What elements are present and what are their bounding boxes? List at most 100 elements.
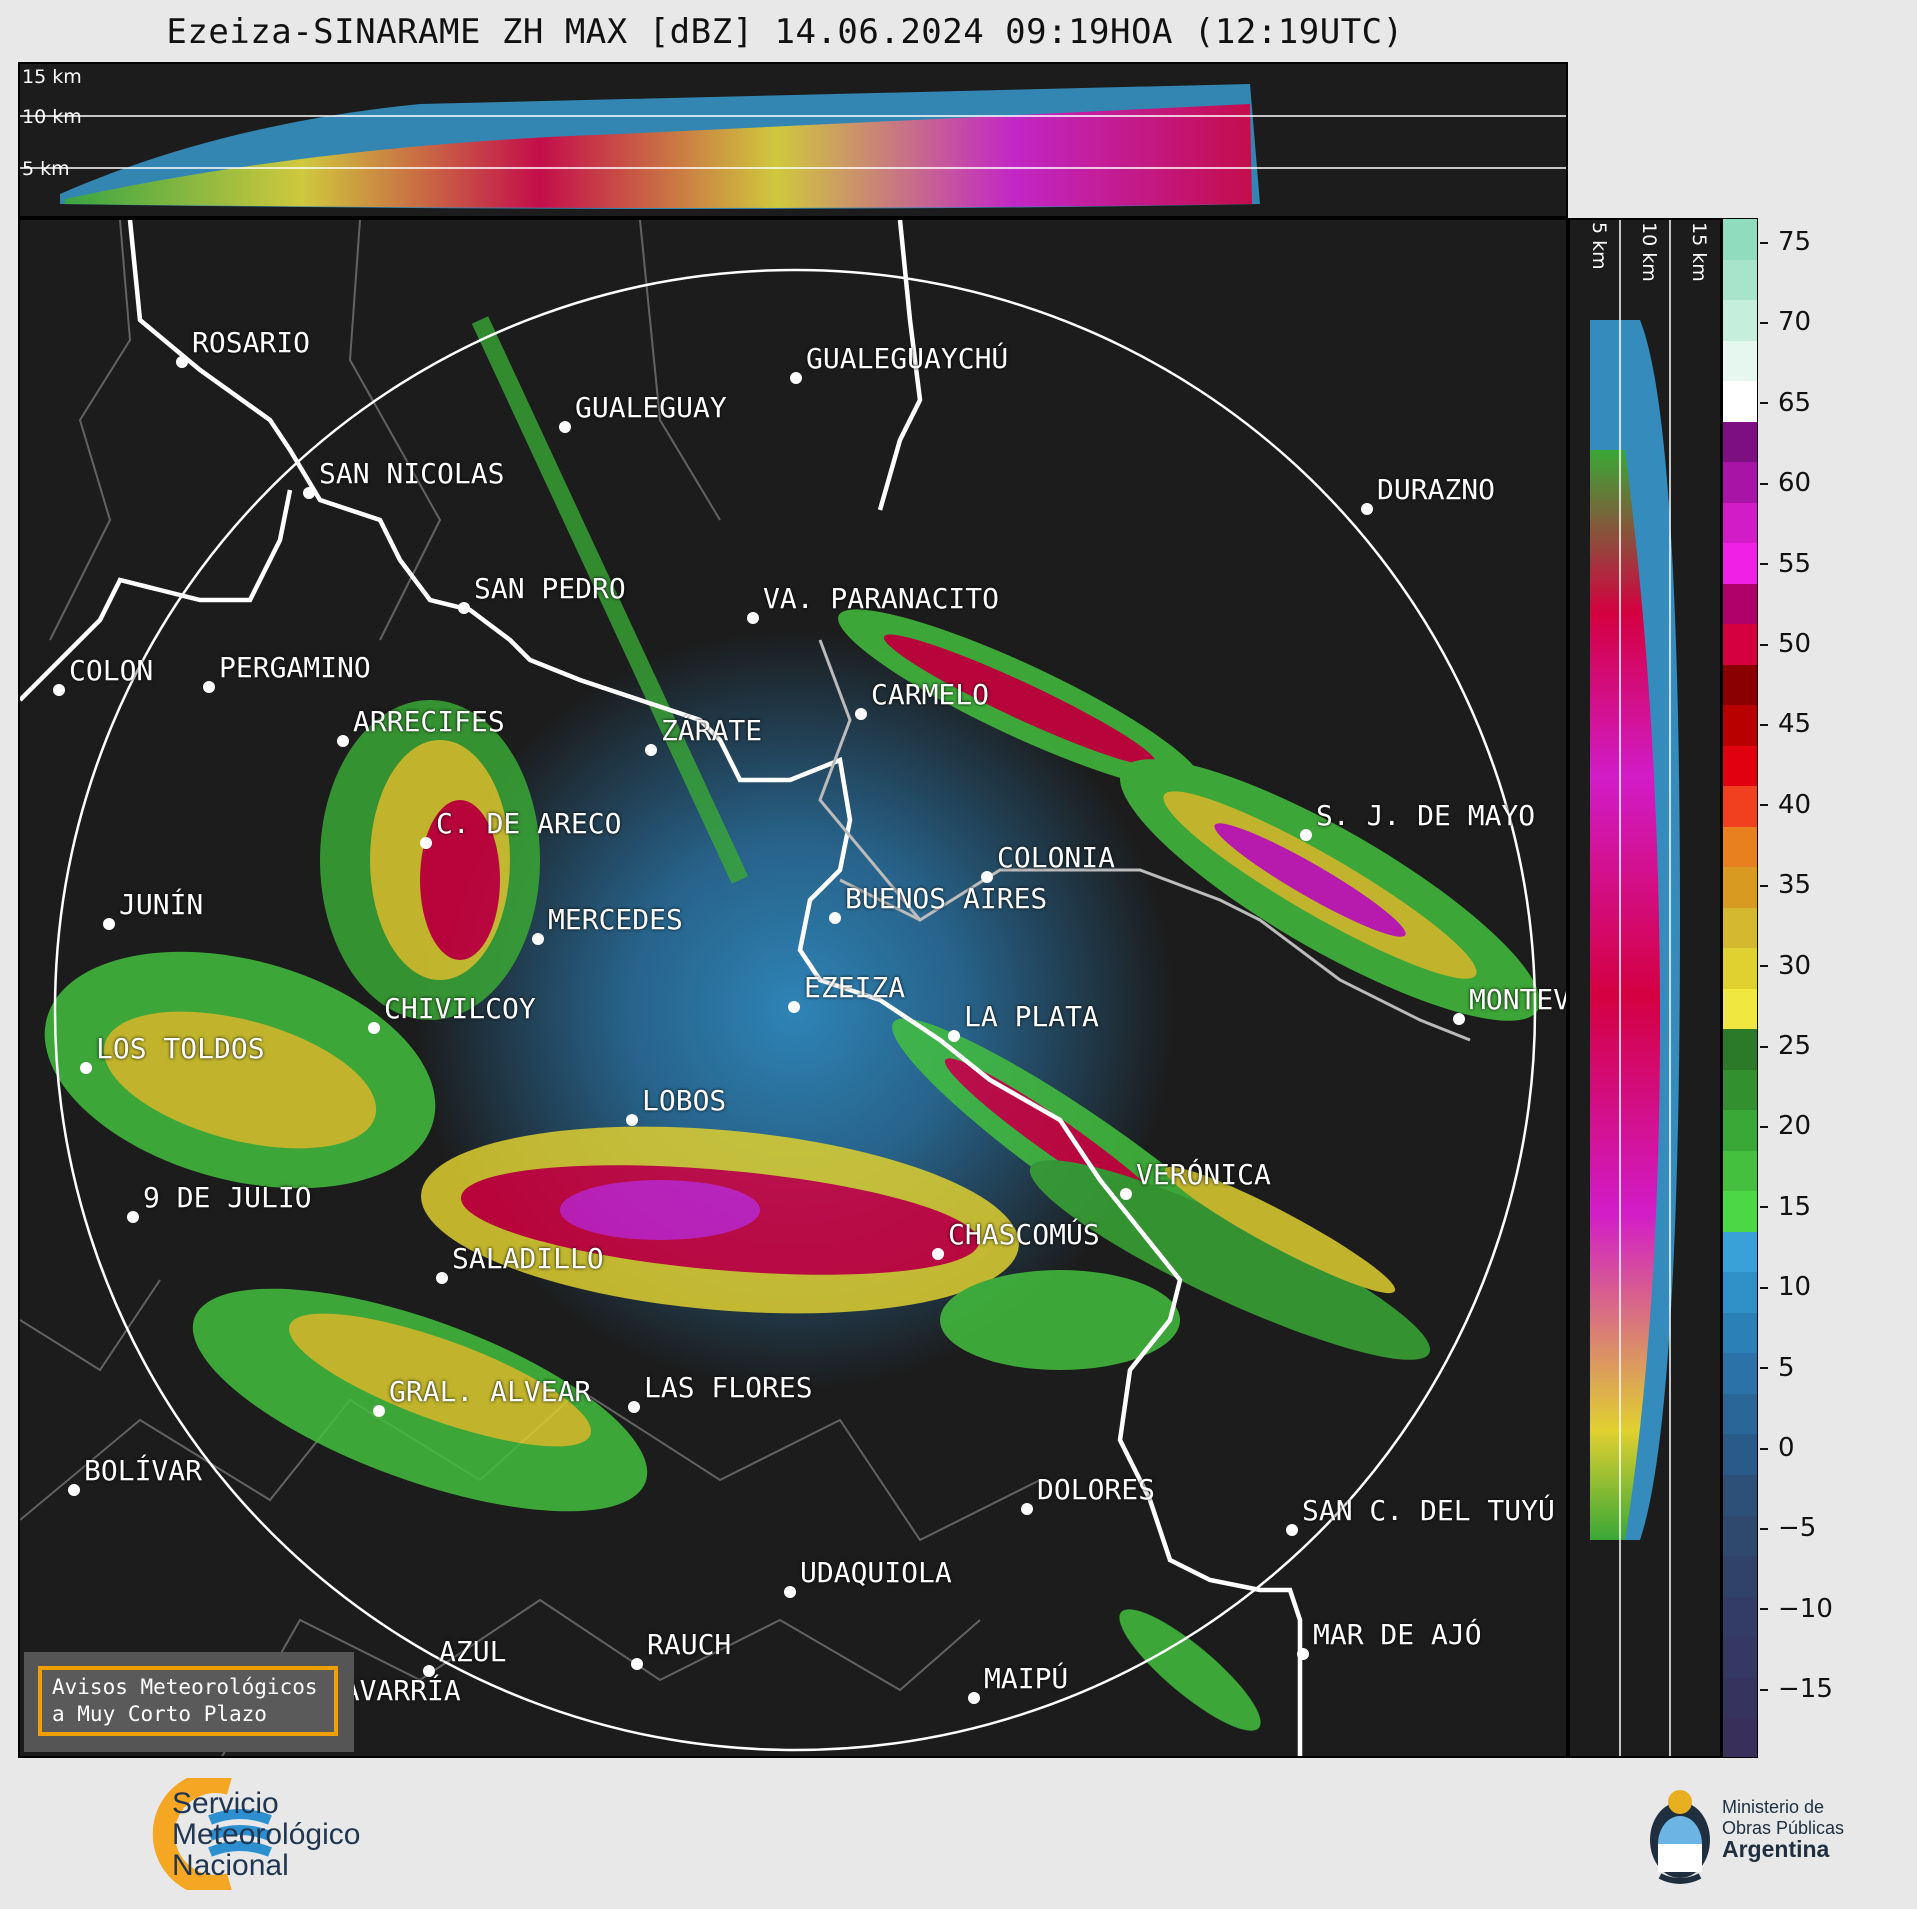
city-dot	[203, 681, 215, 693]
colorbar-segment	[1723, 381, 1757, 422]
radar-reflectivity	[20, 220, 1540, 1756]
colorbar-tick-label: 20	[1760, 1111, 1811, 1141]
mop-line3: Argentina	[1722, 1836, 1844, 1862]
colorbar-tick-label: 35	[1760, 870, 1811, 900]
colorbar-tick-label: 30	[1760, 951, 1811, 981]
colorbar-segment	[1723, 826, 1757, 868]
city-dot	[559, 421, 571, 433]
city-label: GUALEGUAYCHÚ	[806, 342, 1009, 375]
avisos-line1: Avisos Meteorológicos	[52, 1675, 318, 1699]
colorbar-segment	[1723, 543, 1757, 584]
colorbar-segment	[1723, 1353, 1757, 1394]
city-label: MAIPÚ	[984, 1662, 1069, 1695]
colorbar-segment	[1723, 1718, 1757, 1757]
colorbar-segment	[1723, 462, 1757, 503]
colorbar-segment	[1723, 583, 1757, 625]
city-label: CARMELO	[871, 678, 990, 711]
colorbar-segment	[1723, 219, 1757, 260]
city-dot	[788, 1001, 800, 1013]
city-dot	[423, 1665, 435, 1677]
city-label: C. DE ARECO	[436, 807, 622, 840]
smn-wordmark: Servicio Meteorológico Nacional	[172, 1788, 360, 1881]
city-dot	[968, 1692, 980, 1704]
chart-title: Ezeiza-SINARAME ZH MAX [dBZ] 14.06.2024 …	[166, 12, 1404, 52]
smn-line2: Meteorológico	[172, 1818, 361, 1851]
city-label: EZEIZA	[804, 971, 906, 1004]
colorbar-tick-label: 65	[1760, 388, 1811, 418]
colorbar-tick-label: 40	[1760, 790, 1811, 820]
city-dot	[373, 1405, 385, 1417]
colorbar-tick-label: 15	[1760, 1192, 1811, 1222]
colorbar	[1722, 218, 1758, 1758]
city-label: S. J. DE MAYO	[1316, 799, 1536, 832]
city-label: LAS FLORES	[644, 1371, 813, 1404]
colorbar-segment	[1723, 988, 1757, 1030]
city-dot	[420, 837, 432, 849]
colorbar-tick-label: 25	[1760, 1031, 1811, 1061]
colorbar-tick-label: −5	[1760, 1513, 1816, 1543]
smn-line1: Servicio	[172, 1787, 279, 1820]
colorbar-tick-label: 0	[1760, 1433, 1795, 1463]
colorbar-segment	[1723, 502, 1757, 544]
alt-label-5: 5 km	[22, 158, 70, 180]
colorbar-segment	[1723, 705, 1757, 746]
city-dot	[631, 1658, 643, 1670]
city-dot	[532, 933, 544, 945]
colorbar-tick-label: 55	[1760, 549, 1811, 579]
colorbar-segment	[1723, 259, 1757, 301]
city-dot	[68, 1484, 80, 1496]
colorbar-segment	[1723, 745, 1757, 787]
colorbar-segment	[1723, 1434, 1757, 1475]
smn-line3: Nacional	[172, 1849, 289, 1882]
colorbar-tick-label: 75	[1760, 227, 1811, 257]
city-label: CHIVILCOY	[384, 992, 536, 1025]
avisos-badge: Avisos Meteorológicos a Muy Corto Plazo	[24, 1652, 354, 1752]
colorbar-segment	[1723, 1637, 1757, 1678]
city-dot	[80, 1062, 92, 1074]
side-alt-label-5: 5 km	[1588, 222, 1610, 270]
city-label: ARRECIFES	[353, 705, 505, 738]
city-dot	[645, 744, 657, 756]
city-label: LOS TOLDOS	[96, 1032, 265, 1065]
city-dot	[1021, 1503, 1033, 1515]
city-dot	[626, 1114, 638, 1126]
city-dot	[337, 735, 349, 747]
colorbar-segment	[1723, 1272, 1757, 1313]
city-dot	[981, 871, 993, 883]
city-label: BUENOS AIRES	[845, 882, 1048, 915]
city-dot	[855, 708, 867, 720]
mop-country: Argentina	[1722, 1836, 1830, 1862]
colorbar-segment	[1723, 1474, 1757, 1516]
city-dot	[176, 356, 188, 368]
city-label: MAR DE AJÓ	[1313, 1618, 1482, 1651]
colorbar-segment	[1723, 1191, 1757, 1232]
city-label: COLONIA	[997, 841, 1116, 874]
city-label: ZÁRATE	[661, 714, 763, 747]
city-dot	[458, 602, 470, 614]
city-dot	[1297, 1648, 1309, 1660]
city-label: CHASCOMÚS	[948, 1218, 1100, 1251]
city-dot	[1453, 1013, 1465, 1025]
argentina-coat-of-arms-icon	[1650, 1790, 1710, 1884]
mop-line2: Obras Públicas	[1722, 1818, 1845, 1838]
city-dot	[127, 1211, 139, 1223]
city-label: JUNÍN	[119, 888, 204, 921]
colorbar-segment	[1723, 1556, 1757, 1597]
colorbar-tick-label: −10	[1760, 1594, 1833, 1624]
city-label: VA. PARANACITO	[763, 582, 1000, 615]
city-label: AZUL	[439, 1635, 507, 1668]
mop-wordmark: Ministerio de Obras Públicas Argentina	[1722, 1797, 1844, 1862]
city-dot	[368, 1022, 380, 1034]
colorbar-segment	[1723, 1150, 1757, 1192]
colorbar-segment	[1723, 907, 1757, 949]
colorbar-tick-label: 50	[1760, 629, 1811, 659]
city-dot	[1286, 1524, 1298, 1536]
city-dot	[628, 1401, 640, 1413]
city-label: SAN PEDRO	[474, 572, 626, 605]
colorbar-segment	[1723, 867, 1757, 908]
alt-label-15: 15 km	[22, 66, 82, 88]
mop-line1: Ministerio de	[1722, 1797, 1825, 1817]
city-label: LOBOS	[642, 1084, 727, 1117]
alt-label-10: 10 km	[22, 106, 82, 128]
top-cross-section: 15 km 10 km 5 km	[18, 62, 1568, 218]
